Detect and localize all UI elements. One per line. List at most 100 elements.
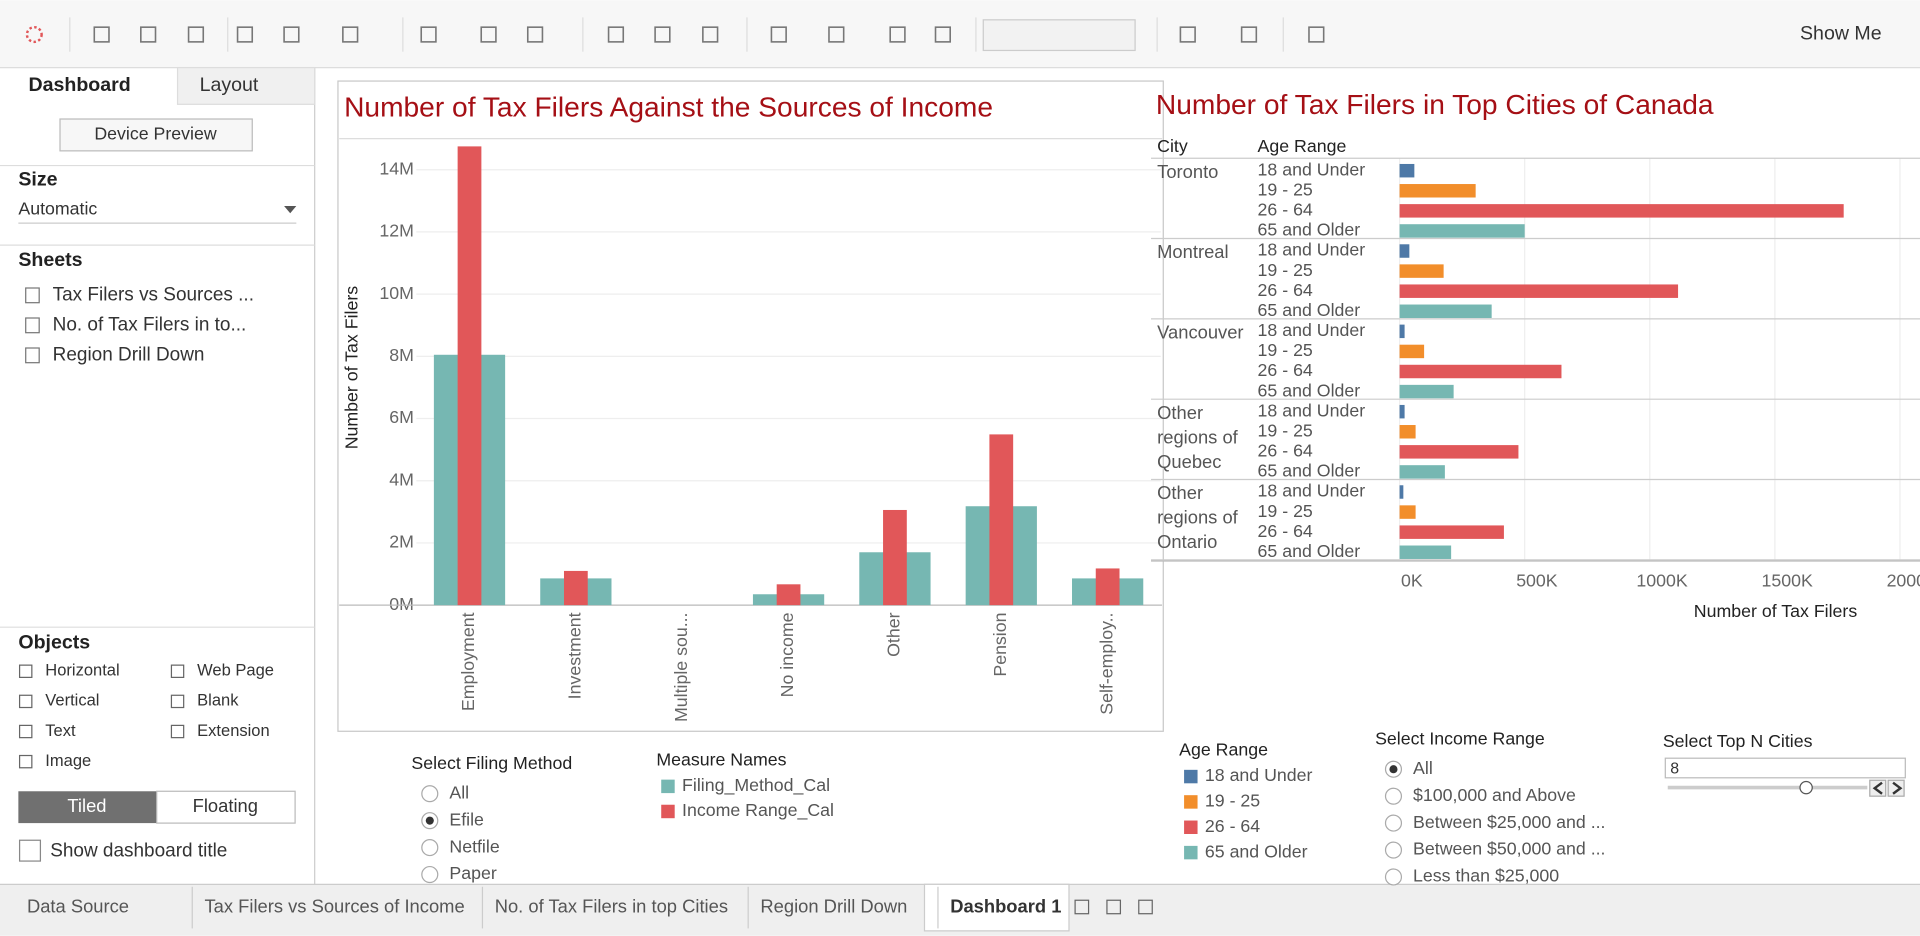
object-icon bbox=[170, 724, 185, 739]
toolbar-icon[interactable] bbox=[283, 26, 300, 43]
y-axis-title: Number of Tax Filers bbox=[341, 286, 361, 450]
age-label: 26 - 64 bbox=[1258, 360, 1313, 380]
sheet-tab[interactable]: Region Drill Down bbox=[760, 895, 907, 916]
x-tick-label: Multiple sou... bbox=[671, 612, 691, 722]
radio-button[interactable] bbox=[1384, 787, 1403, 805]
sheet-tab[interactable]: Tax Filers vs Sources of Income bbox=[204, 895, 464, 916]
filter-title: Select Income Range bbox=[1375, 729, 1545, 749]
toolbar-icon[interactable] bbox=[526, 26, 544, 43]
top-n-value[interactable]: 8 bbox=[1670, 760, 1679, 777]
toolbar-dropdown[interactable] bbox=[982, 19, 1136, 52]
y-tick-label: 8M bbox=[389, 345, 414, 365]
floating-label[interactable]: Floating bbox=[193, 795, 258, 816]
arrow-icon bbox=[1872, 781, 1883, 795]
object-item[interactable]: Web Page bbox=[197, 661, 274, 680]
legend-label: 19 - 25 bbox=[1205, 791, 1260, 811]
new-sheet-icon[interactable] bbox=[1106, 899, 1122, 915]
toolbar-icon[interactable] bbox=[770, 26, 787, 43]
sheet-tab[interactable]: No. of Tax Filers in top Cities bbox=[495, 895, 728, 916]
sheet-item[interactable]: No. of Tax Filers in to... bbox=[53, 314, 247, 335]
object-item[interactable]: Blank bbox=[197, 691, 239, 710]
new-sheet-icon[interactable] bbox=[1074, 899, 1090, 915]
sheet-item[interactable]: Region Drill Down bbox=[53, 344, 205, 365]
toolbar-icon[interactable] bbox=[934, 26, 951, 43]
object-icon bbox=[18, 754, 33, 769]
toolbar-icon[interactable] bbox=[140, 26, 157, 43]
sheets-heading: Sheets bbox=[18, 249, 82, 271]
radio-button[interactable] bbox=[1384, 841, 1403, 859]
radio-button[interactable] bbox=[1384, 814, 1403, 832]
radio-button[interactable] bbox=[421, 865, 439, 884]
slider-knob[interactable] bbox=[1799, 780, 1813, 795]
object-item[interactable]: Horizontal bbox=[45, 661, 119, 680]
y-tick-label: 0M bbox=[389, 594, 414, 614]
toolbar-icon[interactable] bbox=[187, 26, 205, 43]
toolbar-icon[interactable] bbox=[702, 26, 719, 43]
sheet-tab[interactable]: Dashboard 1 bbox=[950, 895, 1061, 916]
legend-swatch bbox=[1184, 795, 1198, 809]
x-axis-title: Number of Tax Filers bbox=[1694, 601, 1858, 621]
object-item[interactable]: Extension bbox=[197, 721, 270, 740]
size-value[interactable]: Automatic bbox=[18, 198, 97, 218]
show-me[interactable]: Show Me bbox=[1800, 23, 1882, 45]
dropdown-arrow[interactable] bbox=[284, 205, 297, 214]
age-label: 26 - 64 bbox=[1258, 441, 1313, 461]
bar bbox=[1399, 384, 1454, 399]
toolbar-icon[interactable] bbox=[607, 26, 625, 43]
toolbar-icon[interactable] bbox=[420, 26, 437, 43]
device-preview-button[interactable] bbox=[59, 118, 253, 152]
tiled-label[interactable]: Tiled bbox=[67, 795, 106, 816]
radio-label[interactable]: Between $25,000 and ... bbox=[1413, 812, 1605, 832]
tiled-button[interactable] bbox=[18, 791, 157, 824]
toolbar-icon[interactable] bbox=[236, 26, 254, 43]
bar bbox=[1399, 224, 1525, 238]
x-tick-label: 0K bbox=[1401, 571, 1423, 591]
radio-label[interactable]: Paper bbox=[449, 863, 496, 883]
toolbar-icon[interactable] bbox=[1240, 26, 1258, 43]
radio-label[interactable]: All bbox=[1413, 758, 1433, 778]
toolbar-icon[interactable] bbox=[342, 26, 359, 43]
radio-label[interactable]: $100,000 and Above bbox=[1413, 785, 1576, 805]
bar bbox=[1399, 284, 1679, 298]
sheet-tab[interactable]: Data Source bbox=[27, 895, 129, 916]
slider-next[interactable] bbox=[1887, 779, 1905, 797]
radio-button[interactable] bbox=[1384, 868, 1403, 886]
x-tick-label: Investment bbox=[565, 612, 585, 699]
radio-label[interactable]: Between $50,000 and ... bbox=[1413, 839, 1605, 859]
toolbar-icon[interactable] bbox=[889, 26, 906, 43]
show-title-label[interactable]: Show dashboard title bbox=[50, 840, 227, 861]
top-n-input[interactable] bbox=[1664, 757, 1906, 779]
x-tick-label: Pension bbox=[990, 612, 1010, 676]
sheet-item[interactable]: Tax Filers vs Sources ... bbox=[53, 284, 254, 305]
sheet-icon bbox=[25, 287, 40, 304]
layout-tab-label[interactable]: Layout bbox=[200, 74, 259, 96]
radio-label[interactable]: All bbox=[449, 782, 469, 802]
legend-title: Age Range bbox=[1179, 740, 1268, 760]
y-tick-label: 6M bbox=[389, 407, 414, 427]
object-item[interactable]: Text bbox=[45, 721, 76, 740]
active-tab[interactable] bbox=[923, 883, 1070, 932]
device-preview-label[interactable]: Device Preview bbox=[94, 124, 216, 144]
object-icon bbox=[170, 694, 185, 709]
toolbar-icon[interactable] bbox=[828, 26, 845, 43]
toolbar-icon[interactable] bbox=[654, 26, 671, 43]
dashboard-tab[interactable]: Dashboard bbox=[28, 74, 130, 96]
radio-label[interactable]: Netfile bbox=[449, 836, 499, 856]
toolbar-icon[interactable] bbox=[1308, 26, 1325, 43]
slider-prev[interactable] bbox=[1869, 779, 1887, 797]
toolbar-icon[interactable] bbox=[480, 26, 497, 43]
object-item[interactable]: Vertical bbox=[45, 691, 99, 710]
toolbar-icon[interactable] bbox=[1179, 26, 1196, 43]
show-title-checkbox[interactable] bbox=[18, 839, 42, 862]
column-header: Age Range bbox=[1258, 136, 1347, 156]
toolbar-icon[interactable] bbox=[93, 26, 110, 43]
floating-button[interactable] bbox=[156, 790, 296, 824]
object-item[interactable]: Image bbox=[45, 751, 91, 770]
radio-button[interactable] bbox=[421, 785, 439, 803]
radio-label[interactable]: Efile bbox=[449, 809, 484, 829]
radio-label[interactable]: Less than $25,000 bbox=[1413, 866, 1559, 886]
new-sheet-icon[interactable] bbox=[1138, 899, 1153, 915]
radio-button[interactable] bbox=[421, 839, 439, 857]
layout-tab[interactable] bbox=[176, 66, 316, 105]
age-label: 19 - 25 bbox=[1258, 179, 1313, 199]
